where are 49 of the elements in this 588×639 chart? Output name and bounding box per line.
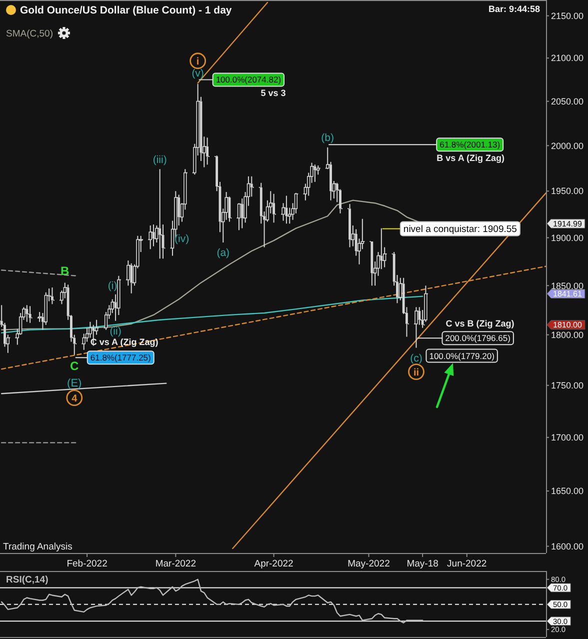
annotation: 61.8%(2001.13) [440,140,500,150]
annotation: (E) [67,378,82,390]
y-tick-label: 2000.00 [551,140,584,151]
x-tick-label: Apr-2022 [254,558,294,570]
annotation: nivel a conquistar: 1909.55 [403,224,517,236]
annotation: (i) [108,280,118,292]
y-tick-label: 2100.00 [551,53,584,64]
annotation: Bar: 9:44:58 [488,4,540,14]
annotation: 200.0%(1796.65) [445,333,511,344]
annotation: (a) [216,247,230,260]
y-tick-label: 2150.00 [551,10,584,21]
annotation: ii [413,367,420,378]
annotation: 61.8%(1777.25) [90,352,152,363]
y-tick-label: 1850.00 [551,280,584,291]
text: SMA(C,50) [6,28,53,40]
annotation: (ii) [110,326,122,338]
y-tick-label: 1650.00 [551,486,584,496]
x-tick-label: Mar-2022 [155,558,196,570]
annotation: (b) [321,132,334,144]
annotation: (v) [192,68,204,80]
annotation: (iv) [174,233,190,246]
annotation: C [70,359,80,374]
y-tick-label: 1700.00 [551,432,584,443]
annotation: 100.0%(2074.82) [216,74,282,85]
annotation: C vs B (Zig Zag) [446,318,514,328]
text: 1914.99 [553,219,582,228]
y-tick-label: 1900.00 [551,232,584,243]
annotation: 4 [72,393,78,404]
x-tick-label: Feb-2022 [66,558,108,570]
text: 1810.00 [553,320,582,330]
x-tick-label: May-2022 [348,558,390,570]
annotation: 5 vs 3 [260,88,286,98]
annotation: (c) [410,352,422,364]
series-label: RSI(C,14) [6,574,48,586]
annotation: 100.0%(1779.20) [429,350,495,361]
y-tick-label: 1600.00 [551,541,584,552]
x-tick-label: Jun-2022 [447,558,487,570]
y-tick-label: 1800.00 [551,330,584,340]
annotation: i [196,56,200,68]
annotation: B [60,264,70,278]
y-tick-label: 1950.00 [551,186,584,196]
annotation: (iii) [152,154,167,166]
annotation: Trading Analysis [3,541,73,552]
annotation: B vs A (Zig Zag) [436,152,505,163]
text: Gold Ounce/US Dollar (Blue Count) - 1 day [20,4,232,17]
text: 1841.61 [553,290,582,299]
y-tick-label: 2050.00 [551,96,584,106]
y-tick-label: 1750.00 [551,380,584,391]
x-tick-label: May-18 [406,558,438,570]
